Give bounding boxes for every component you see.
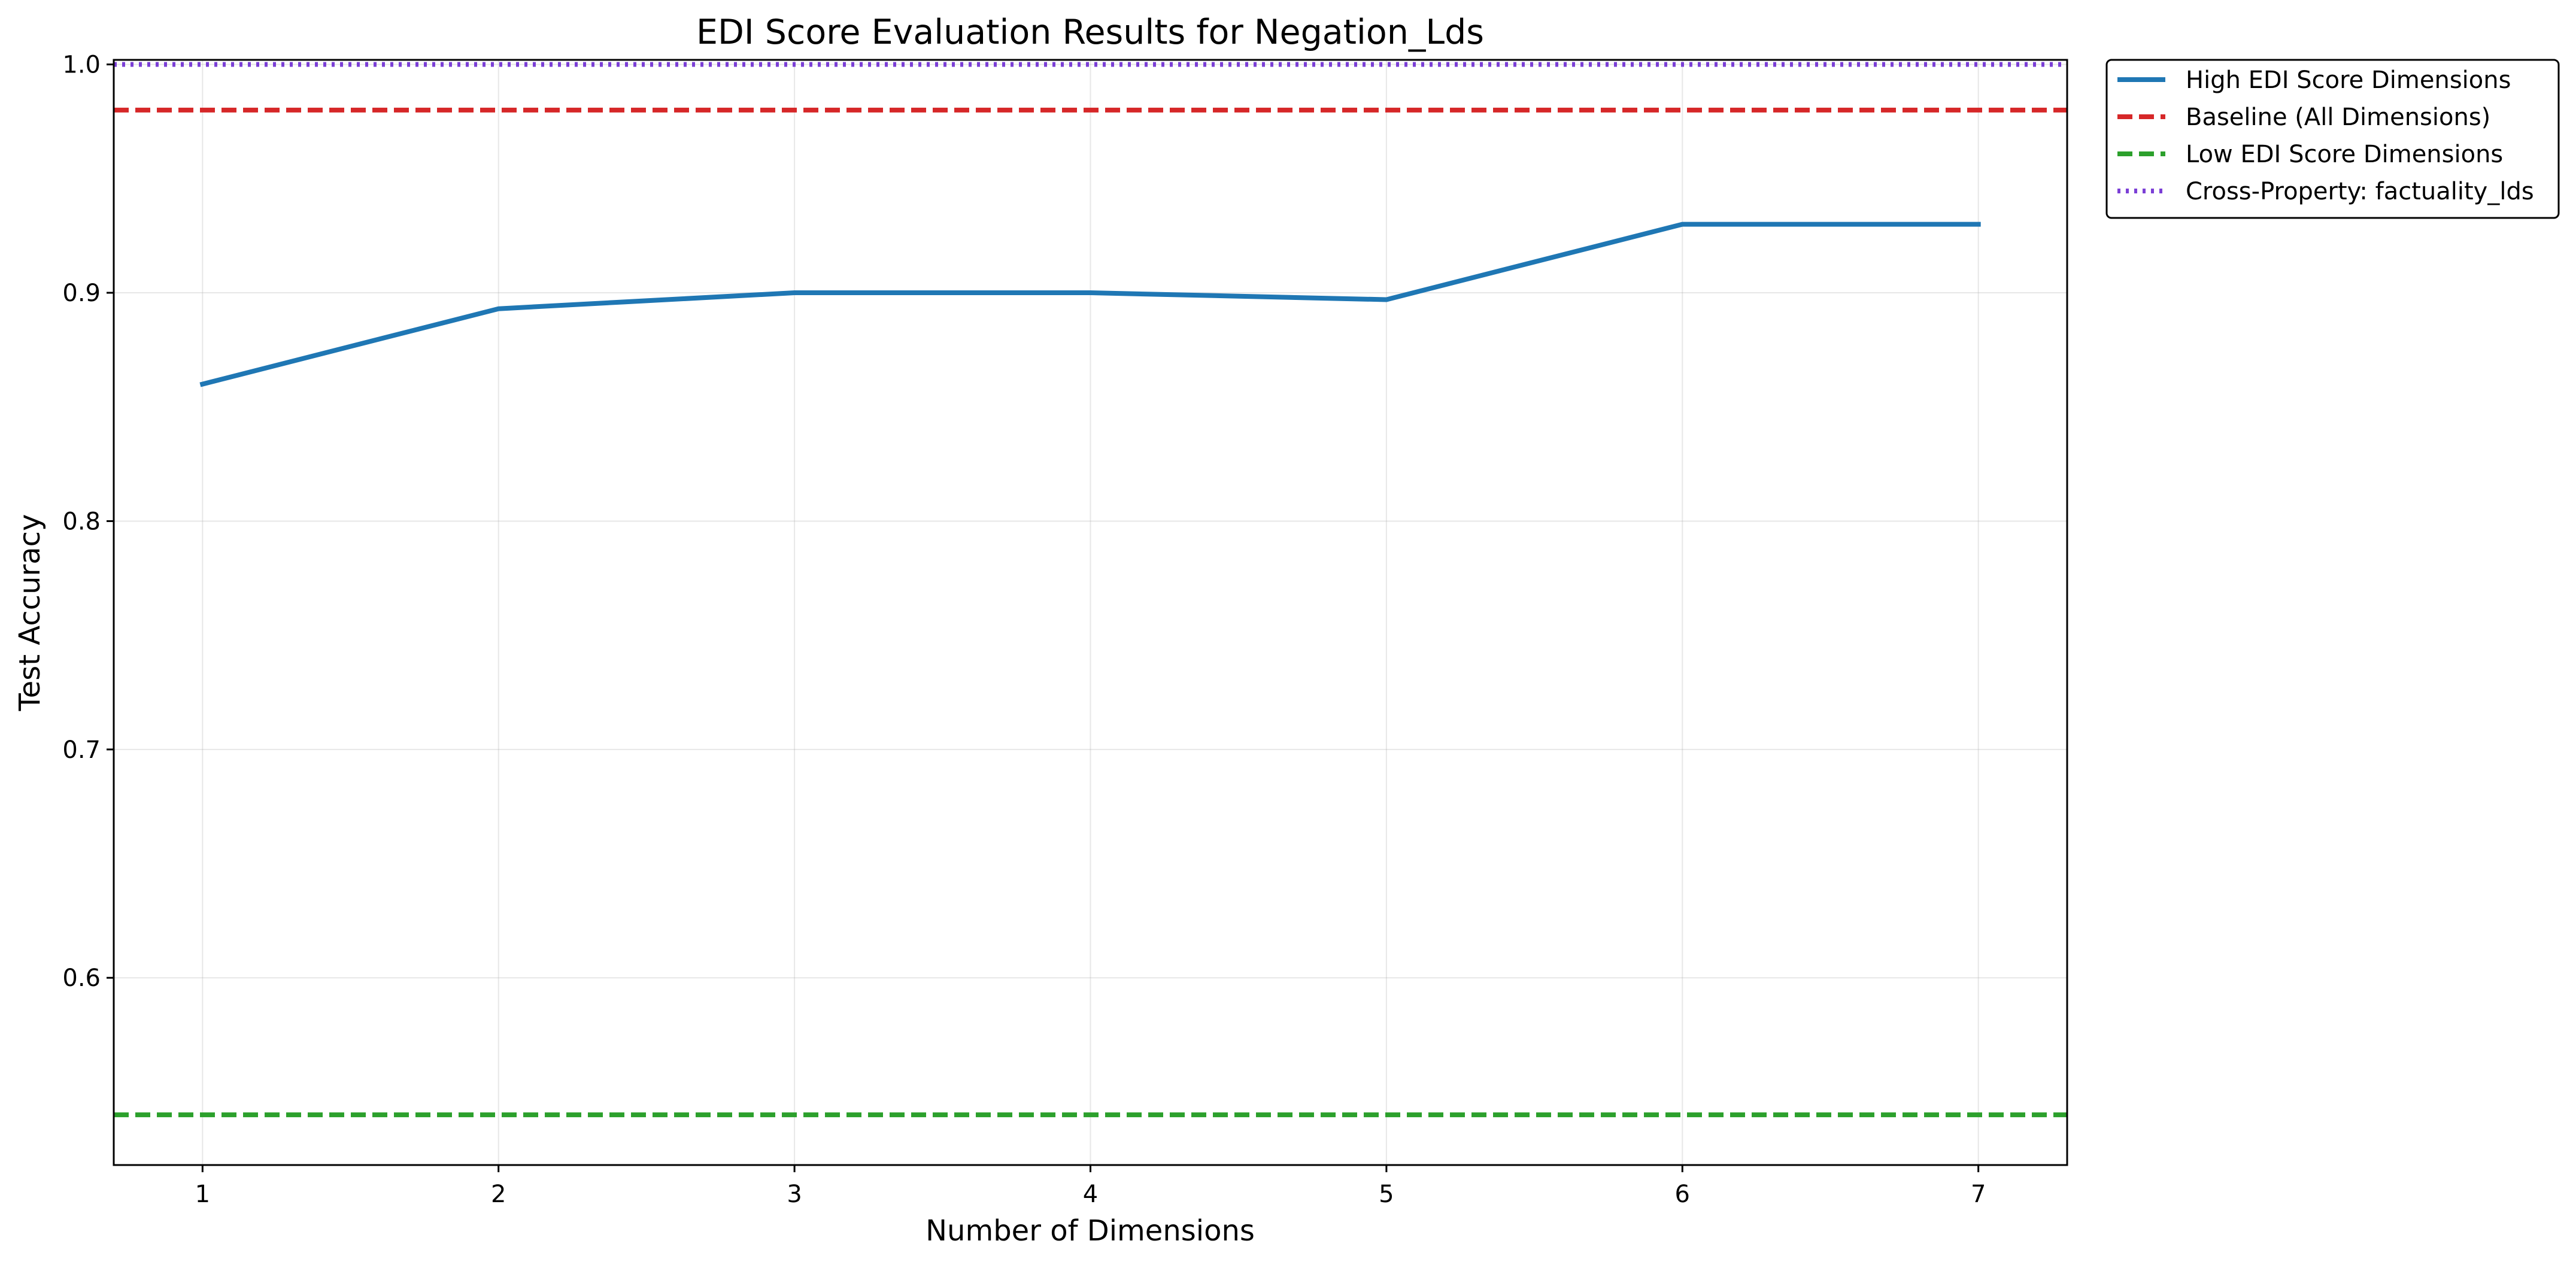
legend-frame (2105, 59, 2560, 219)
data-point (1682, 224, 1683, 225)
y-tick-label: 0.7 (62, 736, 101, 764)
y-tick-label: 0.8 (62, 508, 101, 535)
legend-label: Baseline (All Dimensions) (2186, 104, 2490, 131)
data-point (1978, 224, 1979, 225)
legend-label: Low EDI Score Dimensions (2186, 141, 2503, 168)
y-tick-label: 1.0 (62, 51, 101, 79)
x-axis-label: Number of Dimensions (926, 1214, 1255, 1248)
x-tick-label: 7 (1971, 1181, 1986, 1208)
y-tick-label: 0.9 (62, 280, 101, 307)
y-tick-label: 0.6 (62, 964, 101, 992)
x-tick-label: 1 (195, 1181, 210, 1208)
x-tick-label: 4 (1083, 1181, 1098, 1208)
x-tick-label: 5 (1379, 1181, 1394, 1208)
x-tick-label: 3 (787, 1181, 802, 1208)
x-tick-label: 2 (491, 1181, 506, 1208)
y-axis-label: Test Accuracy (13, 514, 47, 712)
legend: High EDI Score Dimensions Baseline (All D… (2105, 59, 2560, 219)
x-tick-label: 6 (1675, 1181, 1690, 1208)
series-lines (114, 62, 2067, 1118)
axis-ticks: 1 2 3 4 5 6 7 0.6 0.7 0.8 0.9 1.0 (62, 51, 1986, 1208)
data-point (498, 308, 499, 310)
legend-label: Cross-Property: factuality_lds (2186, 178, 2534, 205)
legend-label: High EDI Score Dimensions (2186, 66, 2511, 94)
chart-title: EDI Score Evaluation Results for Negatio… (696, 13, 1484, 52)
